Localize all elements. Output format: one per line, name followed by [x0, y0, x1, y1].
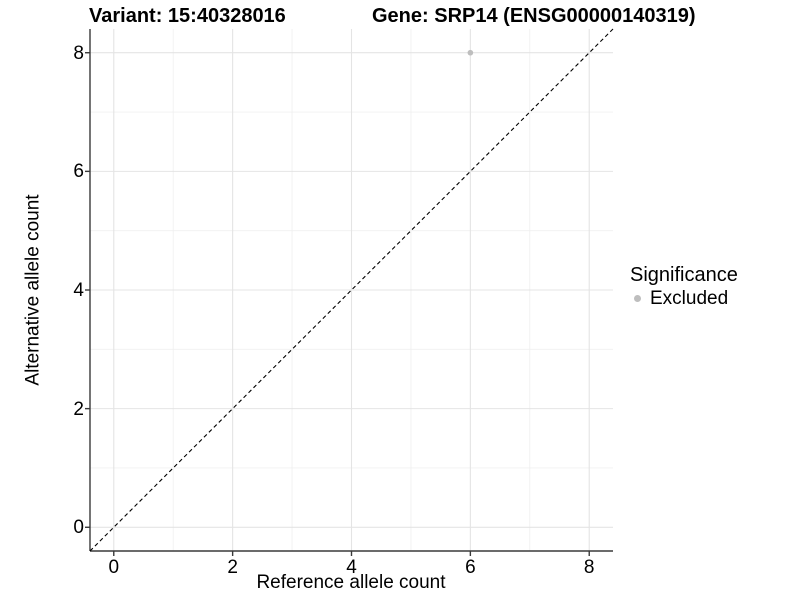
- y-tick-label: 6: [73, 161, 84, 183]
- legend-item: Excluded: [630, 289, 738, 308]
- variant-title: Variant: 15:40328016: [89, 5, 286, 27]
- legend-items: Excluded: [630, 289, 738, 308]
- y-tick-label: 0: [73, 517, 84, 539]
- x-axis-title: Reference allele count: [256, 572, 446, 593]
- legend-title: Significance: [630, 264, 738, 286]
- x-tick-label: 4: [346, 557, 357, 578]
- legend-item-label: Excluded: [650, 288, 729, 309]
- gene-title: Gene: SRP14 (ENSG00000140319): [372, 5, 696, 27]
- x-tick-label: 0: [108, 557, 120, 578]
- y-axis-title: Alternative allele count: [22, 194, 44, 386]
- axis-tick-marks: [85, 52, 590, 556]
- y-tick-label: 8: [73, 42, 84, 64]
- x-tick-label: 8: [583, 557, 595, 578]
- y-tick-label: 4: [73, 280, 84, 301]
- data-points: [467, 49, 474, 56]
- major-gridlines: [90, 29, 613, 551]
- y-tick-label: 2: [73, 398, 84, 420]
- x-tick-label: 2: [227, 557, 238, 578]
- data-point: [467, 49, 474, 56]
- legend: Significance Excluded: [630, 264, 738, 308]
- x-tick-label: 6: [465, 557, 476, 578]
- legend-key-dot-icon: [634, 295, 641, 302]
